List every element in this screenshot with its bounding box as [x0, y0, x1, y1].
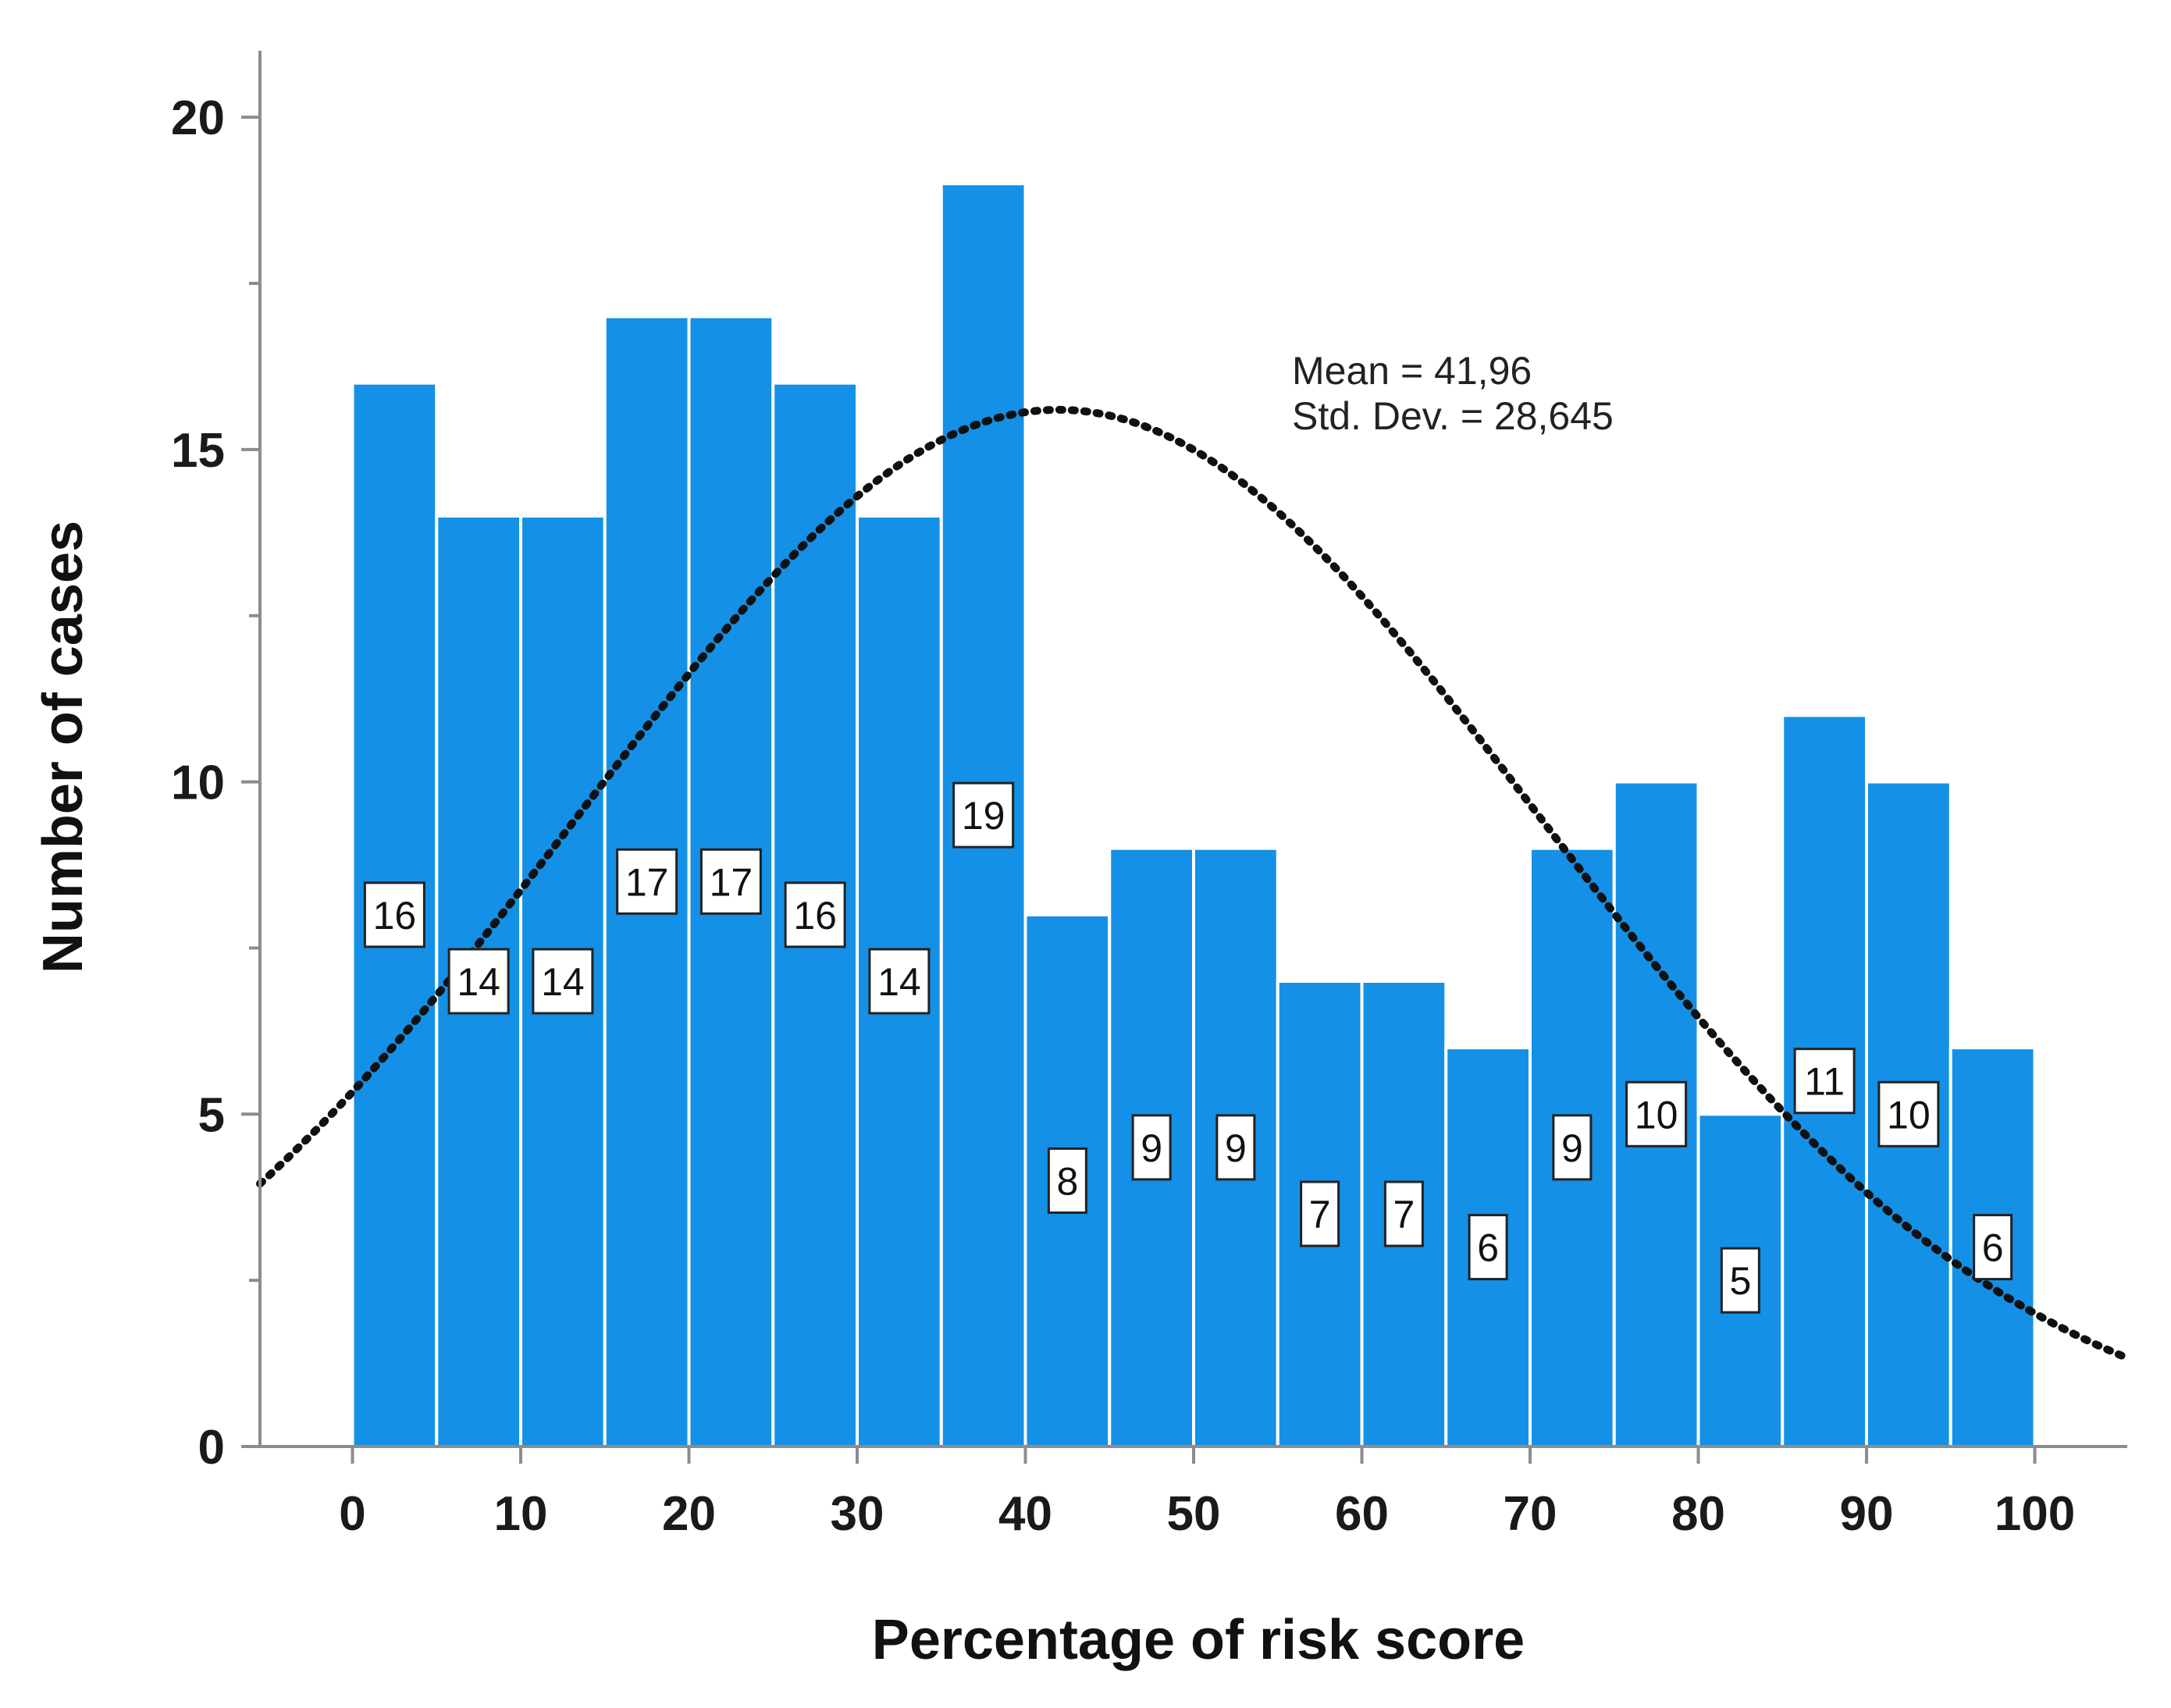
data-label-text: 11 [1804, 1060, 1845, 1104]
x-tick-label: 30 [831, 1487, 884, 1541]
y-tick-label: 20 [171, 91, 225, 145]
data-label: 17 [699, 848, 762, 915]
data-label: 8 [1047, 1147, 1087, 1214]
data-label: 16 [363, 881, 425, 948]
data-label-text: 7 [1393, 1193, 1415, 1237]
data-label: 14 [447, 948, 510, 1015]
data-label-box [1468, 1214, 1508, 1281]
data-label-box [1793, 1048, 1856, 1115]
data-label-text: 17 [625, 860, 669, 904]
data-label-box [1215, 1114, 1256, 1181]
data-label: 11 [1793, 1048, 1856, 1115]
std-dev-annotation: Std. Dev. = 28,645 [1292, 394, 1614, 438]
bars-layer [351, 182, 2037, 1449]
data-label-text: 9 [1141, 1126, 1162, 1170]
data-label-text: 14 [457, 960, 500, 1004]
data-label-box [532, 948, 594, 1015]
data-label: 14 [868, 948, 931, 1015]
data-label-text: 7 [1309, 1193, 1331, 1237]
data-label: 17 [616, 848, 678, 915]
data-label: 7 [1383, 1180, 1424, 1247]
data-label: 10 [1625, 1080, 1688, 1148]
data-label-box [1877, 1080, 1940, 1148]
histogram-bar [1444, 1046, 1532, 1448]
y-tick-label: 10 [171, 756, 225, 810]
data-label-text: 8 [1056, 1159, 1078, 1203]
data-label-text: 5 [1729, 1259, 1751, 1303]
x-tick-label: 50 [1167, 1487, 1221, 1541]
data-label: 16 [784, 881, 846, 948]
data-label-text: 14 [877, 960, 921, 1004]
data-label: 14 [532, 948, 594, 1015]
x-tick-label: 0 [339, 1487, 365, 1541]
data-label-box [699, 848, 762, 915]
x-tick-label: 40 [998, 1487, 1052, 1541]
x-tick-label: 80 [1671, 1487, 1725, 1541]
y-axis-title: Number of cases [32, 521, 94, 973]
data-label-box [1625, 1080, 1688, 1148]
data-label-box [952, 781, 1015, 849]
x-tick-label: 60 [1335, 1487, 1389, 1541]
data-label-box [1047, 1147, 1087, 1214]
data-label-text: 16 [373, 894, 417, 938]
y-tick-label: 0 [198, 1421, 225, 1475]
data-label: 9 [1215, 1114, 1256, 1181]
data-label: 10 [1877, 1080, 1940, 1148]
data-label-box [868, 948, 931, 1015]
x-tick-label: 90 [1839, 1487, 1893, 1541]
data-label-box [784, 881, 846, 948]
data-label-text: 6 [1477, 1226, 1499, 1270]
ticks-layer: 0 5 10 15 20 0 10 20 30 40 50 60 70 80 90 100 [171, 91, 2075, 1541]
data-label-text: 10 [1635, 1093, 1678, 1137]
data-label-box [1720, 1247, 1760, 1314]
data-label-box [1552, 1114, 1593, 1181]
data-label: 7 [1300, 1180, 1340, 1247]
curve-layer [256, 405, 2131, 1362]
x-tick-label: 70 [1504, 1487, 1557, 1541]
data-label: 6 [1468, 1214, 1508, 1281]
data-label-box [1973, 1214, 2013, 1281]
data-label-text: 17 [710, 860, 753, 904]
data-label-box [363, 881, 425, 948]
data-label: 6 [1973, 1214, 2013, 1281]
data-label-box [1383, 1180, 1424, 1247]
mean-annotation: Mean = 41,96 [1292, 349, 1532, 393]
data-label-text: 19 [962, 794, 1005, 838]
y-tick-label: 15 [171, 424, 225, 478]
normal-curve [256, 405, 2131, 1362]
data-label: 9 [1131, 1114, 1172, 1181]
data-label-text: 10 [1887, 1093, 1931, 1137]
data-label-text: 6 [1982, 1226, 2004, 1270]
x-tick-label: 100 [1995, 1487, 2075, 1541]
data-label-text: 14 [541, 960, 585, 1004]
data-label-text: 9 [1225, 1126, 1247, 1170]
data-label-box [447, 948, 510, 1015]
data-label-box [1131, 1114, 1172, 1181]
data-label: 5 [1720, 1247, 1760, 1314]
data-label-text: 16 [793, 894, 837, 938]
data-labels-layer: 16 14 14 17 17 16 14 19 8 9 9 7 7 6 9 10 5 11 10 6 [363, 781, 2013, 1314]
data-label-box [1300, 1180, 1340, 1247]
data-label-box [616, 848, 678, 915]
data-label: 19 [952, 781, 1015, 849]
data-label: 9 [1552, 1114, 1593, 1181]
x-axis-title: Percentage of risk score [872, 1609, 1525, 1671]
x-tick-label: 10 [494, 1487, 548, 1541]
y-tick-label: 5 [198, 1088, 225, 1142]
data-label-text: 9 [1561, 1126, 1583, 1170]
x-tick-label: 20 [662, 1487, 716, 1541]
